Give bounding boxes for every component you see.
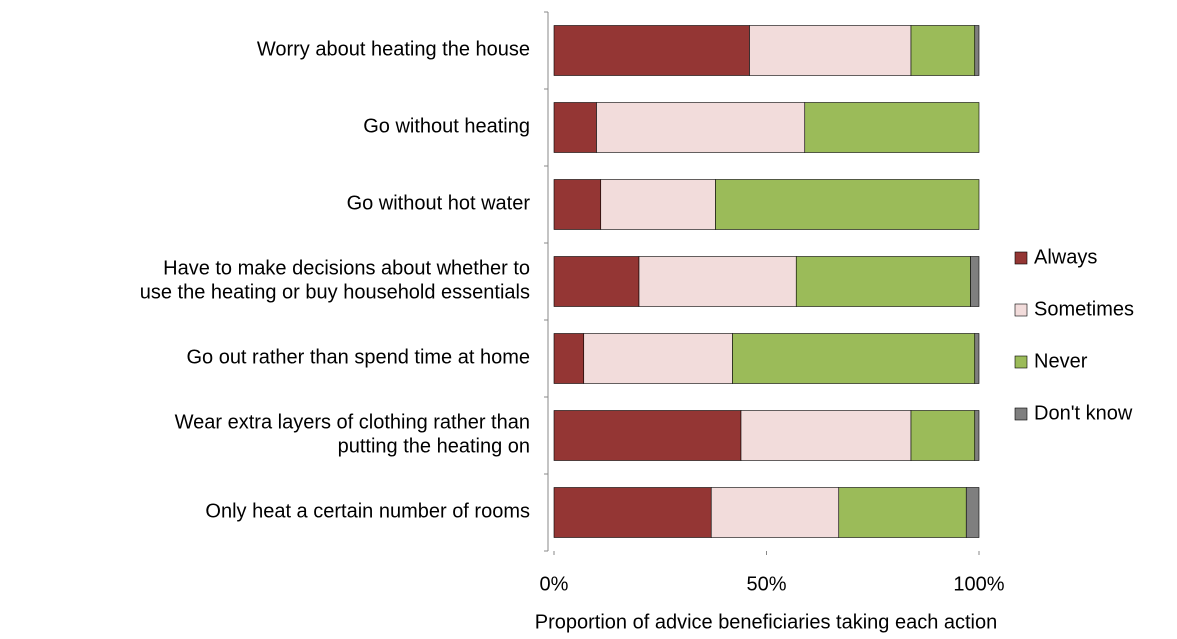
label-line: Go without hot water bbox=[347, 193, 531, 215]
label-line: putting the heating on bbox=[338, 436, 530, 458]
bar-segment bbox=[795, 256, 971, 307]
x-tick-label: 100% bbox=[953, 573, 1004, 595]
bar-segment bbox=[974, 25, 980, 76]
bar-segment bbox=[553, 410, 742, 461]
legend-swatch bbox=[1014, 407, 1028, 421]
y-tick-label: Wear extra layers of clothing rather tha… bbox=[175, 412, 530, 458]
legend-label: Never bbox=[1034, 350, 1088, 372]
label-line: use the heating or buy household essenti… bbox=[140, 282, 530, 304]
bar-segment bbox=[974, 333, 980, 384]
bar-segment bbox=[974, 410, 980, 461]
bar-segment bbox=[638, 256, 797, 307]
bar-segment bbox=[838, 487, 967, 538]
bar-segment bbox=[600, 179, 716, 230]
bar-segment bbox=[715, 179, 980, 230]
label-line: Wear extra layers of clothing rather tha… bbox=[175, 412, 530, 434]
y-tick-label: Go out rather than spend time at home bbox=[186, 347, 530, 369]
label-line: Go without heating bbox=[363, 116, 530, 138]
bar-segment bbox=[965, 487, 980, 538]
legend-label: Sometimes bbox=[1034, 298, 1134, 320]
bar-segment bbox=[740, 410, 912, 461]
legend-swatch bbox=[1014, 355, 1028, 369]
bar-segment bbox=[710, 487, 840, 538]
y-tick-label: Only heat a certain number of rooms bbox=[205, 501, 530, 523]
bar-segment bbox=[749, 25, 912, 76]
bar-segment bbox=[553, 102, 597, 153]
x-tick-label: 0% bbox=[540, 573, 569, 595]
legend-label: Always bbox=[1034, 246, 1097, 268]
bar-segment bbox=[970, 256, 980, 307]
y-tick-label: Go without heating bbox=[363, 116, 530, 138]
bar-segment bbox=[553, 25, 750, 76]
bar-segment bbox=[553, 333, 585, 384]
bar-segment bbox=[553, 179, 602, 230]
x-axis-label: Proportion of advice beneficiaries takin… bbox=[535, 611, 998, 633]
y-tick-label: Have to make decisions about whether to u… bbox=[140, 258, 530, 304]
y-tick-label: Worry about heating the house bbox=[257, 39, 530, 61]
bar-segment bbox=[596, 102, 806, 153]
label-line: Only heat a certain number of rooms bbox=[205, 501, 530, 523]
label-line: Worry about heating the house bbox=[257, 39, 530, 61]
bar-segment bbox=[553, 256, 640, 307]
x-tick-label: 50% bbox=[746, 573, 786, 595]
legend-swatch bbox=[1014, 303, 1028, 317]
label-line: Have to make decisions about whether to bbox=[163, 258, 530, 280]
legend-swatch bbox=[1014, 251, 1028, 265]
legend-label: Don't know bbox=[1034, 402, 1133, 424]
y-tick-label: Go without hot water bbox=[347, 193, 531, 215]
bar-segment bbox=[910, 25, 976, 76]
bar-segment bbox=[804, 102, 980, 153]
bar-segment bbox=[553, 487, 712, 538]
bar-segment bbox=[910, 410, 976, 461]
bar-segment bbox=[583, 333, 733, 384]
label-line: Go out rather than spend time at home bbox=[186, 347, 530, 369]
bar-segment bbox=[732, 333, 976, 384]
